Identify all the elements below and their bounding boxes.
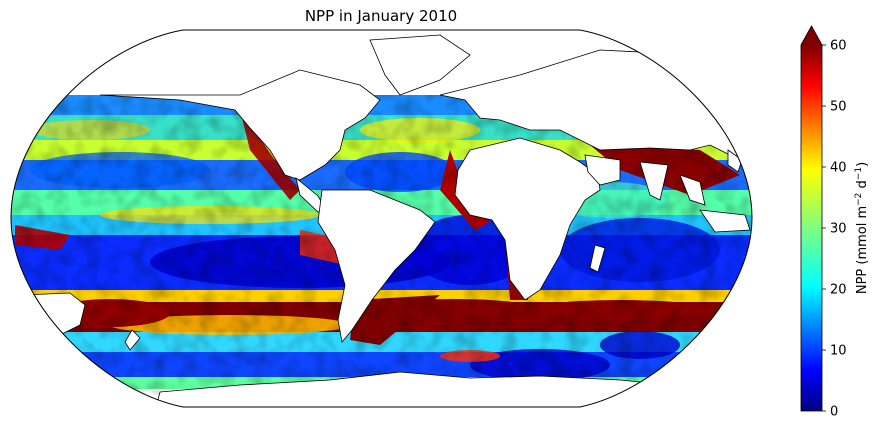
colorbar-label: NPP (mmol m−2 d−1) — [854, 162, 870, 294]
colorbar-extend-max — [801, 26, 822, 45]
colorbar-tick-label: 50 — [830, 100, 847, 115]
colorbar-tick-label: 0 — [830, 405, 838, 420]
colorbar: 0 10 20 30 40 50 60 NPP (mmol m−2 d−1) — [800, 25, 870, 420]
npp-field — [11, 34, 752, 407]
colorbar-gradient — [801, 45, 822, 411]
colorbar-ticks: 0 10 20 30 40 50 60 — [822, 39, 847, 420]
colorbar-tick-label: 10 — [830, 344, 847, 359]
colorbar-tick-label: 40 — [830, 161, 847, 176]
colorbar-tick-label: 20 — [830, 283, 847, 298]
colorbar-tick-label: 60 — [830, 39, 847, 54]
land-masses — [17, 34, 752, 407]
colorbar-outline — [800, 25, 823, 412]
colorbar-tick-label: 30 — [830, 222, 847, 237]
map-boundary — [10, 29, 753, 408]
map-title: NPP in January 2010 — [305, 7, 457, 25]
map-panel — [10, 29, 753, 408]
